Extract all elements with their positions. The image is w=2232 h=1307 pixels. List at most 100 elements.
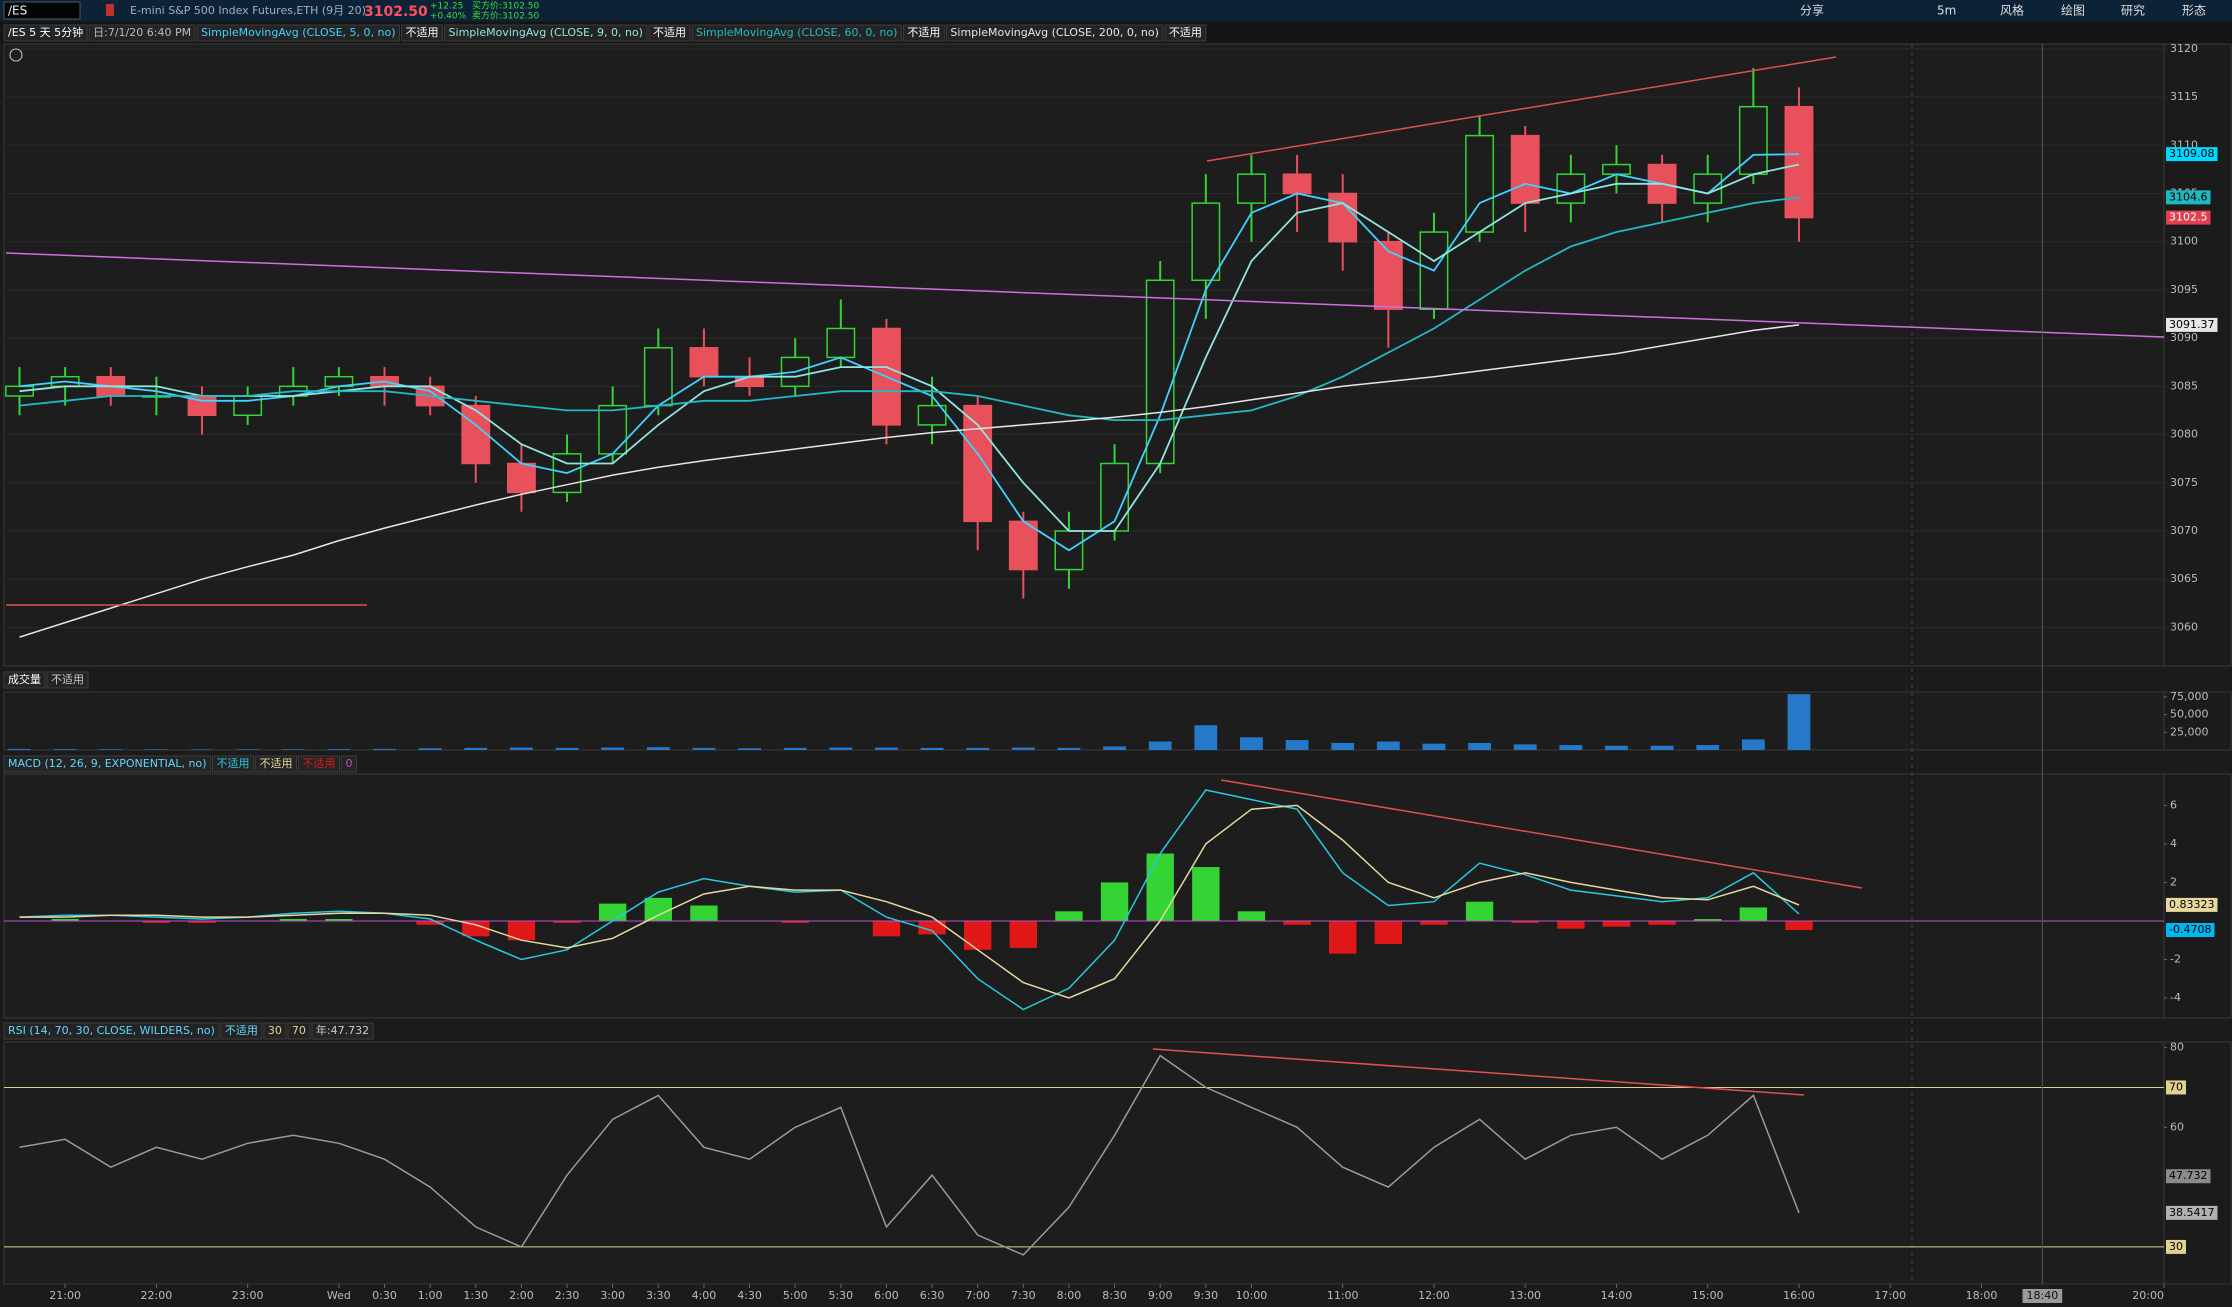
candle-body [1373, 240, 1403, 310]
panel-title: 成交量 [8, 672, 41, 686]
histogram-bar [1785, 920, 1813, 930]
y-tick-label: -4 [2170, 991, 2181, 1004]
x-tick-label: 9:30 [1193, 1289, 1218, 1302]
volume-bar [190, 749, 214, 750]
toolbar-button[interactable]: 绘图 [2061, 3, 2085, 18]
histogram-bar [1100, 882, 1129, 921]
volume-bar [1103, 746, 1126, 750]
y-tick-label: 3090 [2170, 331, 2198, 344]
toolbar-button[interactable]: 5m [1937, 4, 1956, 18]
volume-bar [1605, 745, 1628, 750]
readout: 年:47.732 [316, 1023, 369, 1037]
candle-body [1008, 520, 1038, 571]
volume-bar [1696, 745, 1720, 750]
legend-status: 不适用 [406, 26, 439, 39]
x-tick-label: 0:30 [372, 1289, 397, 1302]
level-label-box [287, 1022, 311, 1040]
toolbar-button[interactable]: 研究 [2121, 3, 2145, 18]
link-icon[interactable] [106, 4, 114, 16]
x-tick-label: 1:00 [418, 1289, 443, 1302]
volume-bar [875, 747, 898, 750]
legend-status: 不适用 [907, 26, 940, 39]
symbol[interactable]: /ES [8, 4, 27, 18]
histogram-bar [598, 903, 627, 921]
volume-bar [144, 749, 168, 750]
candle-body [1282, 173, 1312, 195]
candle-body [1145, 279, 1175, 465]
symbol-input[interactable] [3, 1, 81, 20]
trend-line [1152, 1048, 1805, 1096]
panel [3, 773, 2165, 1019]
y-tick-label: 2 [2170, 875, 2177, 888]
volume-bar [236, 749, 260, 750]
panel-status: 不适用 [303, 757, 336, 770]
candle-body [826, 327, 856, 359]
panel-title-box [3, 755, 212, 773]
histogram-bar [1283, 920, 1311, 925]
legend-entry: SimpleMovingAvg (CLOSE, 5, 0, no) [201, 26, 395, 39]
panel-status-box [298, 755, 341, 773]
y-tick-label: 80 [2170, 1041, 2184, 1054]
panel-status-box [220, 1022, 263, 1040]
y-tick-label: 75,000 [2170, 690, 2209, 703]
y-tick-label: 50,000 [2170, 708, 2209, 721]
value-tag-box [2166, 1169, 2211, 1184]
volume-bar [1285, 740, 1309, 750]
histogram-bar [1009, 920, 1038, 948]
y-tick-label: 3115 [2170, 90, 2198, 103]
y-tick-label: 6 [2170, 798, 2177, 811]
volume-bar [281, 749, 305, 750]
legend-entry-box [945, 24, 1164, 42]
rsi-line [19, 1054, 1800, 1256]
volume-bar [646, 747, 670, 750]
y-tick-label: 3060 [2170, 620, 2198, 633]
histogram-bar [1420, 920, 1448, 925]
panel-status-box [255, 755, 298, 773]
value-tag-box [2166, 190, 2211, 205]
toolbar-button[interactable]: 分享 [1800, 3, 1824, 18]
histogram-bar [918, 920, 946, 935]
toolbar-button[interactable]: 形态 [2182, 4, 2206, 18]
x-tick-label: 7:00 [965, 1289, 990, 1302]
candle-body [598, 404, 628, 455]
toolbar-button[interactable]: 风格 [2000, 3, 2024, 18]
value-tag-box [2166, 897, 2218, 912]
x-tick-label: 8:30 [1102, 1289, 1127, 1302]
x-tick-label: 11:00 [1327, 1289, 1359, 1302]
candle-body [917, 404, 947, 426]
level-label: 70 [292, 1024, 306, 1037]
volume-bar [1468, 742, 1491, 750]
legend-entry-box [691, 24, 902, 42]
y-tick-label: 3085 [2170, 379, 2198, 392]
candle-body [735, 375, 764, 388]
value-tag-box [2166, 1205, 2218, 1220]
value-tag: 70 [2169, 1080, 2183, 1093]
candle-body [233, 395, 263, 417]
volume-bar [1741, 739, 1765, 750]
x-tick-label: 1:30 [463, 1289, 488, 1302]
legend-status-box [1164, 24, 1207, 42]
histogram-bar [964, 920, 992, 950]
x-tick-label: 18:00 [1966, 1289, 1998, 1302]
info-icon [9, 48, 23, 62]
zero-label-box [341, 755, 358, 773]
candle-body [461, 404, 491, 465]
candle-body [1602, 163, 1631, 175]
volume-bar [601, 747, 625, 750]
last-price: 3102.50 [364, 4, 428, 20]
x-tick-label: 20:00 [2132, 1289, 2164, 1302]
y-tick-label: 3095 [2170, 283, 2198, 296]
legend-status-box [401, 24, 444, 42]
panel-status: 不适用 [217, 757, 250, 770]
candle-body [506, 462, 536, 494]
histogram-bar [325, 919, 353, 921]
histogram-bar [1739, 907, 1768, 921]
histogram-bar [142, 920, 171, 923]
volume-bar [555, 747, 579, 750]
cursor-label: 18:40 [2027, 1289, 2059, 1302]
trend-line [1206, 56, 1837, 162]
y-tick-label: 3075 [2170, 476, 2198, 489]
legend-entry-box [196, 24, 401, 42]
legend-status: 不适用 [653, 26, 686, 39]
value-tag-box [2166, 923, 2215, 938]
